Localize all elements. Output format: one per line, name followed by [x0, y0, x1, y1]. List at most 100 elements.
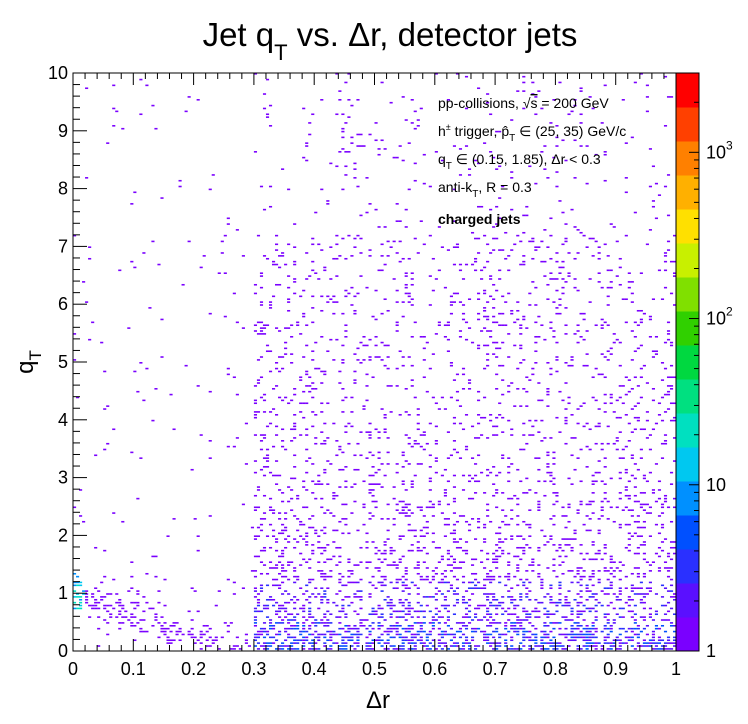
- heatmap-cell: [639, 367, 643, 370]
- heatmap-cell: [440, 558, 444, 561]
- heatmap-cell: [612, 570, 616, 572]
- heatmap-cell: [522, 492, 526, 494]
- heatmap-cell: [666, 506, 671, 509]
- heatmap-cell: [672, 624, 677, 627]
- heatmap-cell: [552, 99, 556, 101]
- heatmap-cell: [271, 260, 276, 263]
- heatmap-cell: [576, 572, 580, 575]
- heatmap-cell: [489, 601, 493, 604]
- heatmap-cell: [477, 312, 481, 315]
- heatmap-cell: [570, 630, 574, 633]
- heatmap-cell: [323, 613, 327, 616]
- heatmap-cell: [660, 526, 665, 529]
- heatmap-cell: [618, 593, 622, 595]
- heatmap-cell: [377, 642, 381, 644]
- heatmap-cell: [528, 645, 532, 647]
- heatmap-cell: [669, 344, 674, 347]
- heatmap-cell: [392, 610, 396, 613]
- heatmap-cell: [344, 480, 348, 483]
- heatmap-cell: [383, 474, 387, 477]
- heatmap-cell: [537, 645, 541, 647]
- heatmap-cell: [404, 570, 408, 572]
- heatmap-cell: [142, 619, 146, 621]
- heatmap-cell: [106, 142, 110, 144]
- heatmap-cell: [621, 642, 625, 644]
- heatmap-cell: [287, 601, 291, 604]
- heatmap-cell: [299, 402, 303, 405]
- heatmap-cell: [513, 243, 517, 246]
- heatmap-cell: [356, 564, 360, 566]
- heatmap-cell: [413, 622, 417, 624]
- heatmap-cell: [434, 587, 438, 590]
- heatmap-cell: [425, 575, 429, 578]
- heatmap-cell: [353, 581, 357, 584]
- heatmap-cell: [612, 561, 616, 563]
- heatmap-cell: [341, 645, 345, 647]
- heatmap-cell: [588, 636, 592, 639]
- heatmap-cell: [275, 414, 279, 416]
- heatmap-cell: [636, 515, 640, 517]
- heatmap-cell: [431, 570, 435, 572]
- heatmap-cell: [151, 624, 155, 627]
- heatmap-cell: [594, 642, 598, 644]
- heatmap-cell: [368, 434, 372, 436]
- heatmap-cell: [470, 231, 475, 234]
- heatmap-cell: [103, 448, 107, 451]
- heatmap-cell: [633, 321, 637, 324]
- heatmap-cell: [588, 503, 592, 506]
- heatmap-cell: [585, 246, 589, 248]
- heatmap-cell: [470, 619, 475, 621]
- heatmap-cell: [534, 639, 538, 642]
- heatmap-cell: [410, 642, 414, 644]
- heatmap-cell: [311, 396, 315, 399]
- heatmap-cell: [504, 538, 508, 540]
- heatmap-cell: [449, 555, 453, 558]
- heatmap-cell: [630, 281, 634, 283]
- heatmap-cell: [531, 639, 535, 642]
- heatmap-cell: [501, 393, 505, 396]
- heatmap-cell: [546, 642, 550, 644]
- heatmap-cell: [347, 627, 351, 630]
- heatmap-cell: [489, 113, 493, 116]
- heatmap-cell: [624, 636, 628, 639]
- heatmap-cell: [597, 518, 601, 520]
- heatmap-cell: [549, 630, 553, 633]
- heatmap-cell: [633, 520, 637, 523]
- heatmap-cell: [305, 535, 309, 537]
- heatmap-cell: [594, 399, 598, 402]
- heatmap-cell: [519, 558, 523, 561]
- heatmap-cell: [434, 440, 438, 442]
- heatmap-cell: [492, 598, 496, 601]
- heatmap-cell: [281, 552, 285, 555]
- heatmap-cell: [287, 301, 291, 303]
- heatmap-cell: [362, 145, 366, 147]
- heatmap-cell: [603, 376, 607, 379]
- heatmap-cell: [489, 575, 493, 578]
- heatmap-cell: [501, 549, 505, 552]
- heatmap-cell: [407, 356, 411, 358]
- heatmap-cell: [278, 572, 282, 575]
- heatmap-cell: [603, 402, 607, 405]
- heatmap-cell: [407, 593, 411, 595]
- heatmap-cell: [579, 544, 583, 546]
- heatmap-cell: [410, 544, 414, 546]
- heatmap-cell: [633, 494, 637, 497]
- heatmap-cell: [636, 419, 640, 422]
- heatmap-cell: [368, 561, 372, 563]
- heatmap-cell: [633, 622, 637, 624]
- heatmap-cell: [446, 552, 450, 555]
- heatmap-cell: [416, 506, 420, 509]
- heatmap-cell: [341, 639, 345, 642]
- heatmap-cell: [489, 613, 493, 616]
- heatmap-cell: [320, 506, 324, 509]
- heatmap-cell: [302, 538, 306, 540]
- heatmap-cell: [287, 286, 291, 289]
- heatmap-cell: [633, 552, 637, 555]
- heatmap-cell: [410, 304, 414, 306]
- heatmap-cell: [455, 598, 460, 601]
- heatmap-cell: [624, 191, 628, 194]
- heatmap-cell: [250, 526, 255, 529]
- heatmap-cell: [489, 278, 493, 280]
- heatmap-cell: [169, 624, 173, 627]
- heatmap-cell: [474, 260, 478, 263]
